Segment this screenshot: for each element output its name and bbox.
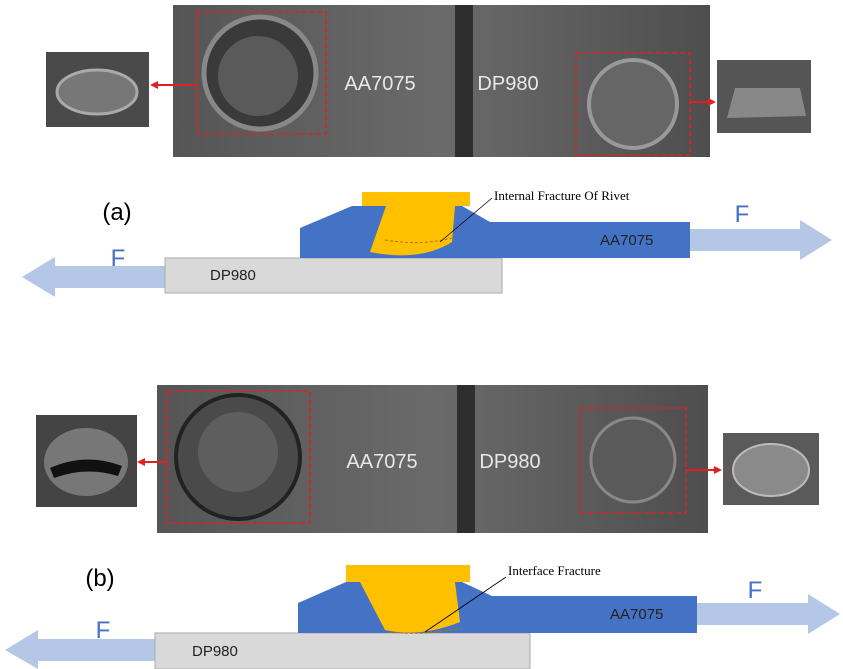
panel-label: (b) <box>85 565 114 592</box>
photo-label: AA7075 <box>344 73 415 95</box>
panel-label: (a) <box>102 199 131 226</box>
photo-label: AA7075 <box>346 451 417 473</box>
force-label: F <box>748 577 763 604</box>
plate-label: AA7075 <box>610 606 663 623</box>
force-label: F <box>96 617 111 644</box>
photo-a: AA7075 DP980 <box>46 5 811 157</box>
annotation: Internal Fracture Of Rivet <box>494 188 630 203</box>
plate-label: DP980 <box>210 267 256 284</box>
schematic-a: (a) Internal Fracture Of Rivet AA7075 DP… <box>22 188 832 297</box>
plate-label: AA7075 <box>600 232 653 249</box>
photo-b: AA7075 DP980 <box>36 385 819 533</box>
figure: AA7075 DP980 (a) Internal Fracture Of Ri… <box>0 0 843 669</box>
photo-label: DP980 <box>477 73 538 95</box>
force-label: F <box>111 245 126 272</box>
annotation: Interface Fracture <box>508 563 601 578</box>
photo-label: DP980 <box>479 451 540 473</box>
force-label: F <box>735 201 750 228</box>
plate-label: DP980 <box>192 643 238 660</box>
schematic-b: (b) Interface Fracture AA7075 DP980 F F <box>5 563 840 669</box>
